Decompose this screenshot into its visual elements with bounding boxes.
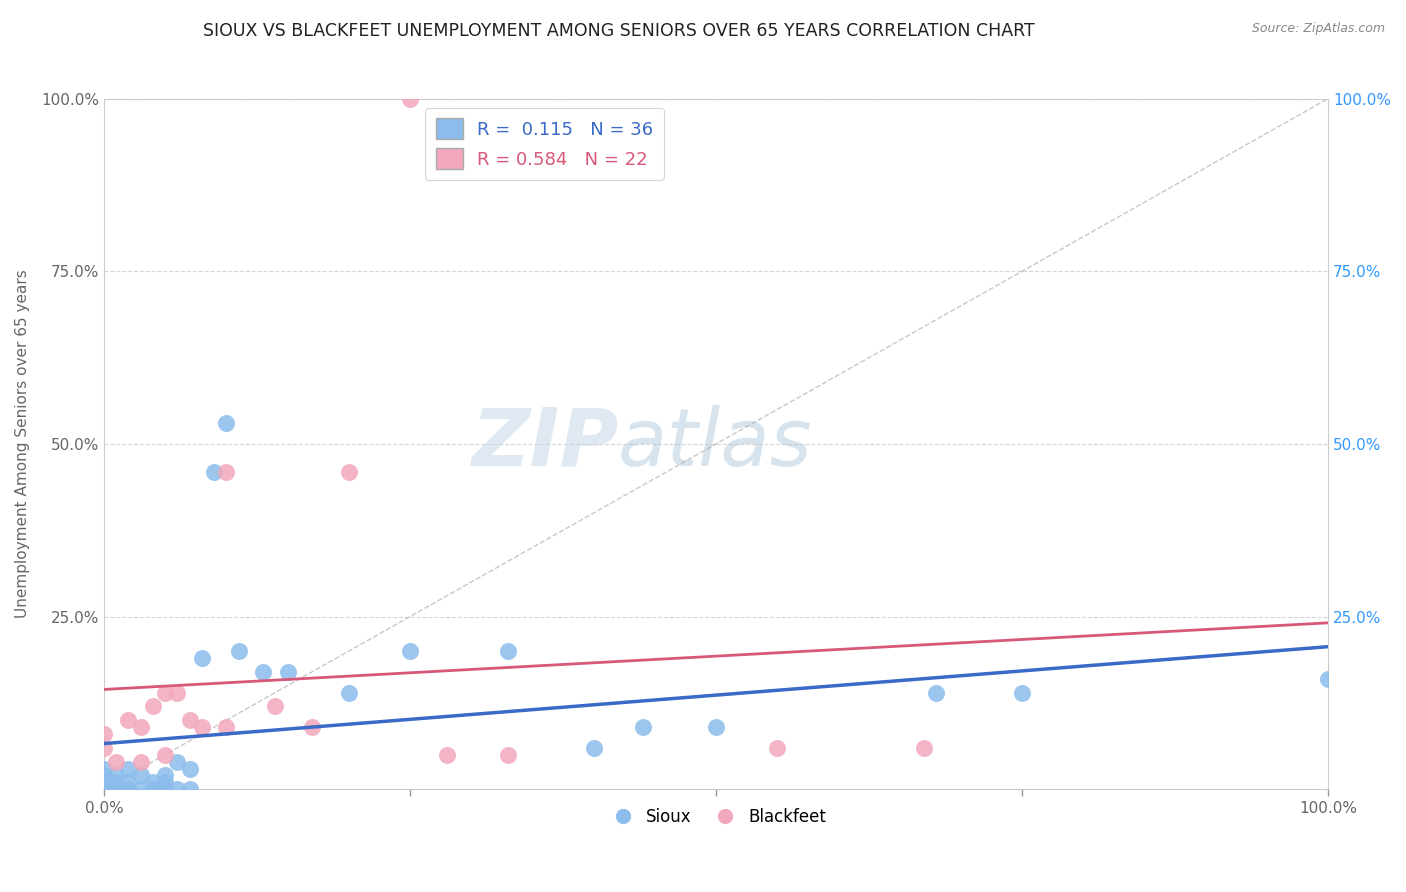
Point bbox=[93, 762, 115, 776]
Point bbox=[105, 768, 128, 782]
Point bbox=[179, 782, 201, 797]
Point bbox=[496, 747, 519, 762]
Point bbox=[129, 720, 152, 734]
Legend: Sioux, Blackfeet: Sioux, Blackfeet bbox=[599, 801, 832, 833]
Point bbox=[202, 465, 225, 479]
Point bbox=[166, 755, 188, 769]
Point bbox=[93, 775, 115, 789]
Point bbox=[129, 755, 152, 769]
Point bbox=[264, 699, 287, 714]
Point bbox=[337, 465, 360, 479]
Point bbox=[399, 644, 422, 658]
Point bbox=[153, 685, 176, 699]
Point bbox=[582, 740, 605, 755]
Point bbox=[153, 782, 176, 797]
Point bbox=[117, 775, 139, 789]
Point bbox=[704, 720, 727, 734]
Point bbox=[93, 727, 115, 741]
Point bbox=[277, 665, 299, 679]
Point bbox=[436, 747, 458, 762]
Point bbox=[215, 720, 238, 734]
Point bbox=[179, 762, 201, 776]
Point bbox=[166, 685, 188, 699]
Point bbox=[93, 768, 115, 782]
Point bbox=[228, 644, 250, 658]
Point bbox=[912, 740, 935, 755]
Point bbox=[1011, 685, 1033, 699]
Text: SIOUX VS BLACKFEET UNEMPLOYMENT AMONG SENIORS OVER 65 YEARS CORRELATION CHART: SIOUX VS BLACKFEET UNEMPLOYMENT AMONG SE… bbox=[202, 22, 1035, 40]
Point bbox=[252, 665, 274, 679]
Point bbox=[925, 685, 948, 699]
Text: atlas: atlas bbox=[619, 405, 813, 483]
Point bbox=[215, 416, 238, 430]
Text: Source: ZipAtlas.com: Source: ZipAtlas.com bbox=[1251, 22, 1385, 36]
Point bbox=[117, 713, 139, 727]
Point bbox=[117, 782, 139, 797]
Point bbox=[191, 720, 214, 734]
Point bbox=[766, 740, 789, 755]
Point bbox=[337, 685, 360, 699]
Point bbox=[105, 782, 128, 797]
Text: ZIP: ZIP bbox=[471, 405, 619, 483]
Point bbox=[153, 775, 176, 789]
Point bbox=[142, 699, 165, 714]
Point bbox=[399, 92, 422, 106]
Point bbox=[105, 775, 128, 789]
Point bbox=[129, 782, 152, 797]
Point bbox=[105, 755, 128, 769]
Point bbox=[153, 747, 176, 762]
Y-axis label: Unemployment Among Seniors over 65 years: Unemployment Among Seniors over 65 years bbox=[15, 269, 30, 618]
Point bbox=[496, 644, 519, 658]
Point bbox=[117, 762, 139, 776]
Point bbox=[142, 775, 165, 789]
Point bbox=[191, 651, 214, 665]
Point bbox=[153, 768, 176, 782]
Point bbox=[1317, 672, 1340, 686]
Point bbox=[301, 720, 323, 734]
Point bbox=[631, 720, 654, 734]
Point bbox=[129, 768, 152, 782]
Point bbox=[142, 782, 165, 797]
Point bbox=[215, 465, 238, 479]
Point bbox=[93, 782, 115, 797]
Point bbox=[179, 713, 201, 727]
Point bbox=[166, 782, 188, 797]
Point bbox=[93, 740, 115, 755]
